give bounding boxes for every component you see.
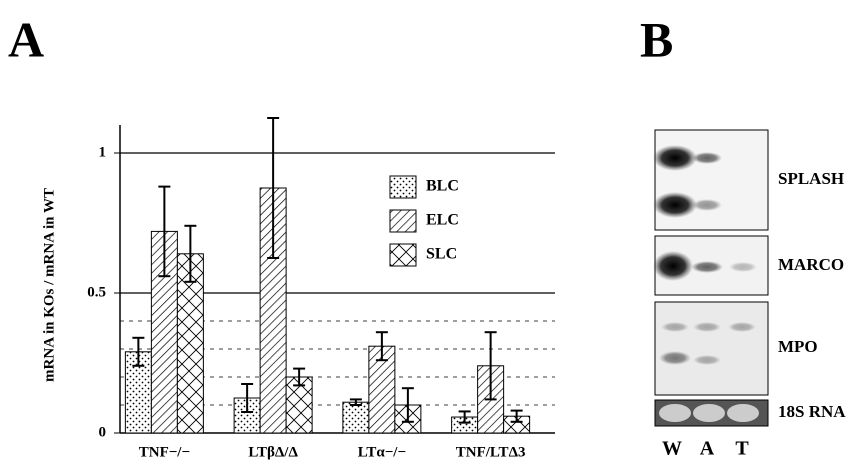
y-tick-label: 1 [99,144,107,160]
blot-label: MARCO [778,255,844,274]
band [691,261,723,273]
x-tick-label: TNF/LTΔ3 [456,444,526,460]
band [728,322,756,332]
legend-label: BLC [426,178,459,195]
band [659,351,691,365]
figure: A mRNA in KOs / mRNA in WT B 0 0.5 1 TNF−/−… [0,0,860,465]
band [659,404,691,422]
band [727,404,759,422]
blot-label: 18S RNA [778,402,846,421]
blot-label: MPO [778,337,818,356]
legend-label: SLC [426,246,457,263]
y-axis-label: mRNA in KOs / mRNA in WT [41,188,57,382]
bar [343,402,369,433]
band [661,322,689,332]
band [653,251,693,281]
y-tick-label: 0 [99,424,107,440]
band [693,355,721,365]
panel-label: A [8,11,44,67]
legend-swatch [390,210,416,232]
blot-panel: B [640,11,768,426]
band [693,404,725,422]
lane-label: A [700,438,715,460]
lane-label: W [662,438,682,460]
x-tick-label: LTβΔ/Δ [248,444,298,460]
band [653,145,697,171]
panel-label: B [640,11,673,67]
x-tick-label: LTα−/− [358,444,406,460]
band [729,262,757,272]
band [692,199,722,211]
blot [655,302,768,395]
y-tick-label: 0.5 [87,284,106,300]
x-tick-label: TNF−/− [139,444,190,460]
blot-label: SPLASH [778,169,844,188]
legend-label: ELC [426,212,459,229]
band [692,152,722,164]
band [653,192,697,218]
band [693,322,721,332]
legend-swatch [390,176,416,198]
legend-swatch [390,244,416,266]
lane-label: T [735,438,749,460]
